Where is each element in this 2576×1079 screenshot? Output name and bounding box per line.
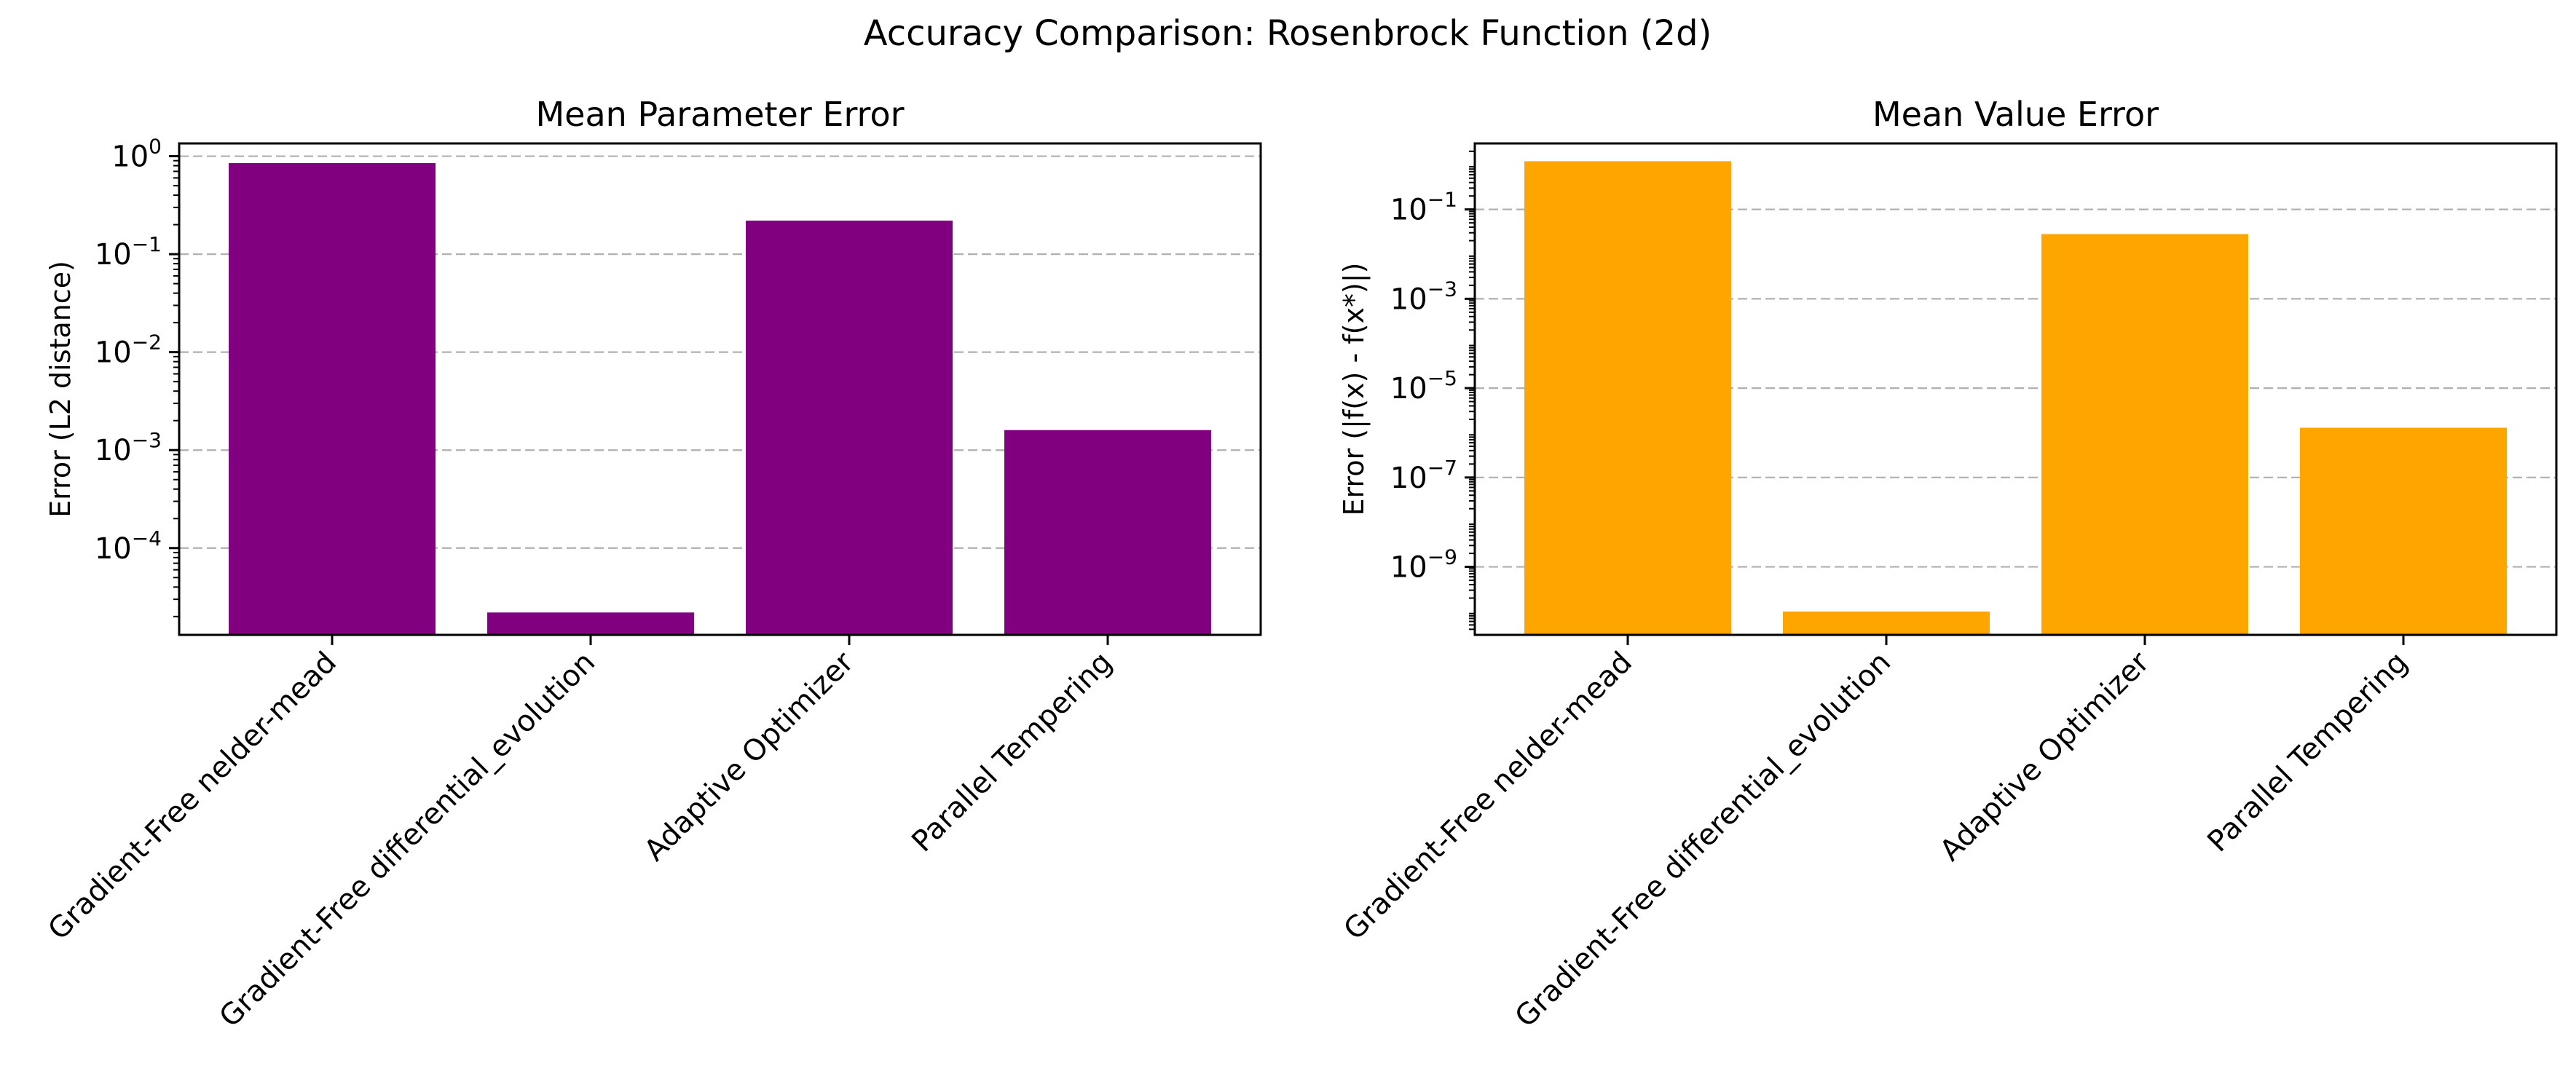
y-tick-label: 10−1 bbox=[1390, 188, 1457, 227]
y-tick-label: 10−3 bbox=[95, 428, 162, 467]
y-tick-label: 10−3 bbox=[1390, 277, 1457, 316]
y-tick-label: 10−5 bbox=[1390, 366, 1457, 406]
bar bbox=[2300, 427, 2507, 635]
figure-title: Accuracy Comparison: Rosenbrock Function… bbox=[864, 13, 1712, 54]
y-tick-label: 10−1 bbox=[95, 232, 162, 272]
bar bbox=[746, 221, 953, 635]
bar bbox=[487, 612, 694, 635]
y-tick-label: 100 bbox=[111, 135, 162, 174]
y-tick-label: 10−9 bbox=[1390, 545, 1457, 585]
bar bbox=[1004, 430, 1211, 635]
y-tick-label: 10−4 bbox=[95, 526, 162, 566]
plot-frame bbox=[1473, 142, 2558, 636]
y-axis-label: Error (L2 distance) bbox=[44, 261, 76, 518]
bar bbox=[2041, 234, 2248, 635]
y-tick-label: 10−2 bbox=[95, 331, 162, 370]
y-tick-label: 10−7 bbox=[1390, 456, 1457, 495]
plot-frame bbox=[178, 142, 1262, 636]
subplot-title: Mean Parameter Error bbox=[535, 95, 904, 134]
subplot-title: Mean Value Error bbox=[1872, 95, 2159, 134]
bar bbox=[229, 163, 436, 635]
bar bbox=[1524, 161, 1731, 635]
y-axis-label: Error (|f(x) - f(x*)|) bbox=[1338, 263, 1371, 516]
bar bbox=[1783, 611, 1990, 635]
